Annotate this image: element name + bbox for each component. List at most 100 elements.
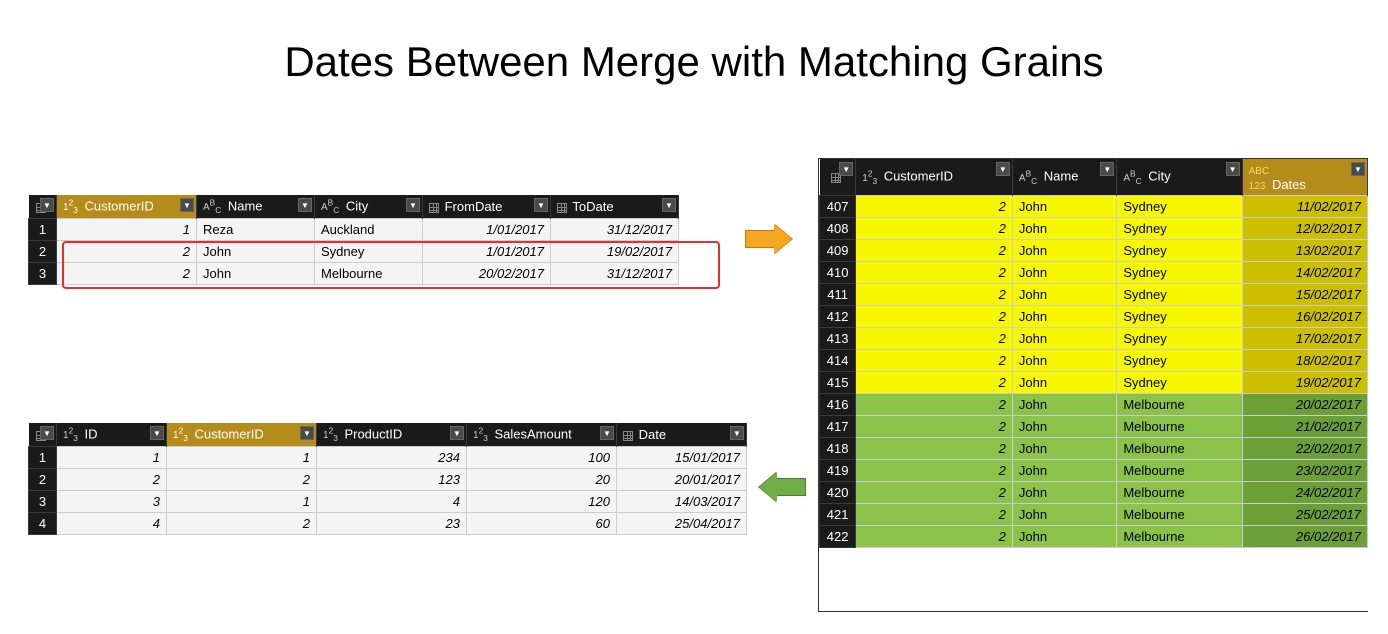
cell-productid: 123	[317, 469, 467, 491]
table-row[interactable]: 11RezaAuckland1/01/201731/12/2017	[29, 219, 679, 241]
table-row[interactable]: 4182JohnMelbourne22/02/2017	[820, 438, 1368, 460]
column-header[interactable]: ABC Name▼	[197, 195, 315, 219]
row-number: 419	[820, 460, 856, 482]
cell-city: Melbourne	[1117, 438, 1242, 460]
column-dropdown-icon[interactable]: ▼	[996, 162, 1010, 176]
calendar-icon	[429, 203, 439, 213]
table-row[interactable]: 4212JohnMelbourne25/02/2017	[820, 504, 1368, 526]
column-header[interactable]: 123 CustomerID▼	[856, 159, 1013, 196]
row-number: 417	[820, 416, 856, 438]
column-dropdown-icon[interactable]: ▼	[534, 198, 548, 212]
cell-salesamount: 20	[467, 469, 617, 491]
cell-city: Sydney	[1117, 284, 1242, 306]
cell-city: Sydney	[1117, 328, 1242, 350]
column-dropdown-icon[interactable]: ▼	[180, 198, 194, 212]
column-dropdown-icon[interactable]: ▼	[40, 426, 54, 440]
column-header[interactable]: ABC City▼	[315, 195, 423, 219]
column-dropdown-icon[interactable]: ▼	[1100, 162, 1114, 176]
table-row[interactable]: 4222JohnMelbourne26/02/2017	[820, 526, 1368, 548]
table-row[interactable]: 4192JohnMelbourne23/02/2017	[820, 460, 1368, 482]
cell-city: Melbourne	[1117, 504, 1242, 526]
result-table: ▼123 CustomerID▼ABC Name▼ABC City▼ABC123…	[818, 158, 1368, 612]
column-dropdown-icon[interactable]: ▼	[839, 162, 853, 176]
table-row[interactable]: 22JohnSydney1/01/201719/02/2017	[29, 241, 679, 263]
cell-city: Sydney	[1117, 218, 1242, 240]
column-header[interactable]: ▼	[820, 159, 856, 196]
column-dropdown-icon[interactable]: ▼	[300, 426, 314, 440]
column-header[interactable]: ABC Name▼	[1012, 159, 1116, 196]
column-dropdown-icon[interactable]: ▼	[40, 198, 54, 212]
column-header[interactable]: Date▼	[617, 423, 747, 447]
column-dropdown-icon[interactable]: ▼	[662, 198, 676, 212]
table-row[interactable]: 4072JohnSydney11/02/2017	[820, 196, 1368, 218]
column-header[interactable]: 123 ProductID▼	[317, 423, 467, 447]
cell-date: 23/02/2017	[1242, 460, 1367, 482]
cell-date: 22/02/2017	[1242, 438, 1367, 460]
cell-name: John	[197, 241, 315, 263]
cell-name: John	[1012, 460, 1116, 482]
cell-date: 24/02/2017	[1242, 482, 1367, 504]
cell-name: John	[1012, 526, 1116, 548]
row-number: 1	[29, 219, 57, 241]
row-number: 1	[29, 447, 57, 469]
column-dropdown-icon[interactable]: ▼	[1351, 162, 1365, 176]
table-row[interactable]: 4202JohnMelbourne24/02/2017	[820, 482, 1368, 504]
table-row[interactable]: 4142JohnSydney18/02/2017	[820, 350, 1368, 372]
cell-productid: 234	[317, 447, 467, 469]
column-header[interactable]: ▼	[29, 423, 57, 447]
table-row[interactable]: 4102JohnSydney14/02/2017	[820, 262, 1368, 284]
column-dropdown-icon[interactable]: ▼	[730, 426, 744, 440]
row-number: 418	[820, 438, 856, 460]
column-header[interactable]: ▼	[29, 195, 57, 219]
cell-name: Reza	[197, 219, 315, 241]
cell-id: 2	[57, 469, 167, 491]
column-header[interactable]: 123 CustomerID▼	[167, 423, 317, 447]
column-dropdown-icon[interactable]: ▼	[150, 426, 164, 440]
table-row[interactable]: 4082JohnSydney12/02/2017	[820, 218, 1368, 240]
table-row[interactable]: 4092JohnSydney13/02/2017	[820, 240, 1368, 262]
cell-date: 15/02/2017	[1242, 284, 1367, 306]
cell-city: Sydney	[1117, 196, 1242, 218]
table-row[interactable]: 2221232020/01/2017	[29, 469, 747, 491]
cell-date: 25/02/2017	[1242, 504, 1367, 526]
cell-customerid: 2	[856, 438, 1013, 460]
column-dropdown-icon[interactable]: ▼	[1226, 162, 1240, 176]
cell-name: John	[1012, 240, 1116, 262]
column-dropdown-icon[interactable]: ▼	[298, 198, 312, 212]
cell-todate: 31/12/2017	[551, 219, 679, 241]
column-header[interactable]: ABC123 Dates▼	[1242, 159, 1367, 196]
cell-date: 14/03/2017	[617, 491, 747, 513]
table-row[interactable]: 442236025/04/2017	[29, 513, 747, 535]
table-row[interactable]: 32JohnMelbourne20/02/201731/12/2017	[29, 263, 679, 285]
table-row[interactable]: 4172JohnMelbourne21/02/2017	[820, 416, 1368, 438]
cell-todate: 31/12/2017	[551, 263, 679, 285]
cell-date: 12/02/2017	[1242, 218, 1367, 240]
cell-customerid: 1	[57, 219, 197, 241]
table-row[interactable]: 4162JohnMelbourne20/02/2017	[820, 394, 1368, 416]
column-header[interactable]: ABC City▼	[1117, 159, 1242, 196]
cell-city: Melbourne	[1117, 460, 1242, 482]
cell-city: Melbourne	[1117, 416, 1242, 438]
column-header[interactable]: 123 SalesAmount▼	[467, 423, 617, 447]
row-number: 416	[820, 394, 856, 416]
arrow-right-orange-icon	[745, 224, 795, 254]
cell-todate: 19/02/2017	[551, 241, 679, 263]
cell-name: John	[1012, 416, 1116, 438]
column-dropdown-icon[interactable]: ▼	[406, 198, 420, 212]
table-row[interactable]: 4112JohnSydney15/02/2017	[820, 284, 1368, 306]
column-header[interactable]: FromDate▼	[423, 195, 551, 219]
table-row[interactable]: 331412014/03/2017	[29, 491, 747, 513]
table-row[interactable]: 11123410015/01/2017	[29, 447, 747, 469]
table-row[interactable]: 4122JohnSydney16/02/2017	[820, 306, 1368, 328]
table-row[interactable]: 4132JohnSydney17/02/2017	[820, 328, 1368, 350]
column-dropdown-icon[interactable]: ▼	[600, 426, 614, 440]
cell-customerid: 2	[856, 240, 1013, 262]
column-header[interactable]: ToDate▼	[551, 195, 679, 219]
column-dropdown-icon[interactable]: ▼	[450, 426, 464, 440]
column-header[interactable]: 123 CustomerID▼	[57, 195, 197, 219]
column-header[interactable]: 123 ID▼	[57, 423, 167, 447]
cell-name: John	[1012, 394, 1116, 416]
sales-table: ▼123 ID▼123 CustomerID▼123 ProductID▼123…	[28, 423, 747, 535]
cell-fromdate: 1/01/2017	[423, 241, 551, 263]
table-row[interactable]: 4152JohnSydney19/02/2017	[820, 372, 1368, 394]
